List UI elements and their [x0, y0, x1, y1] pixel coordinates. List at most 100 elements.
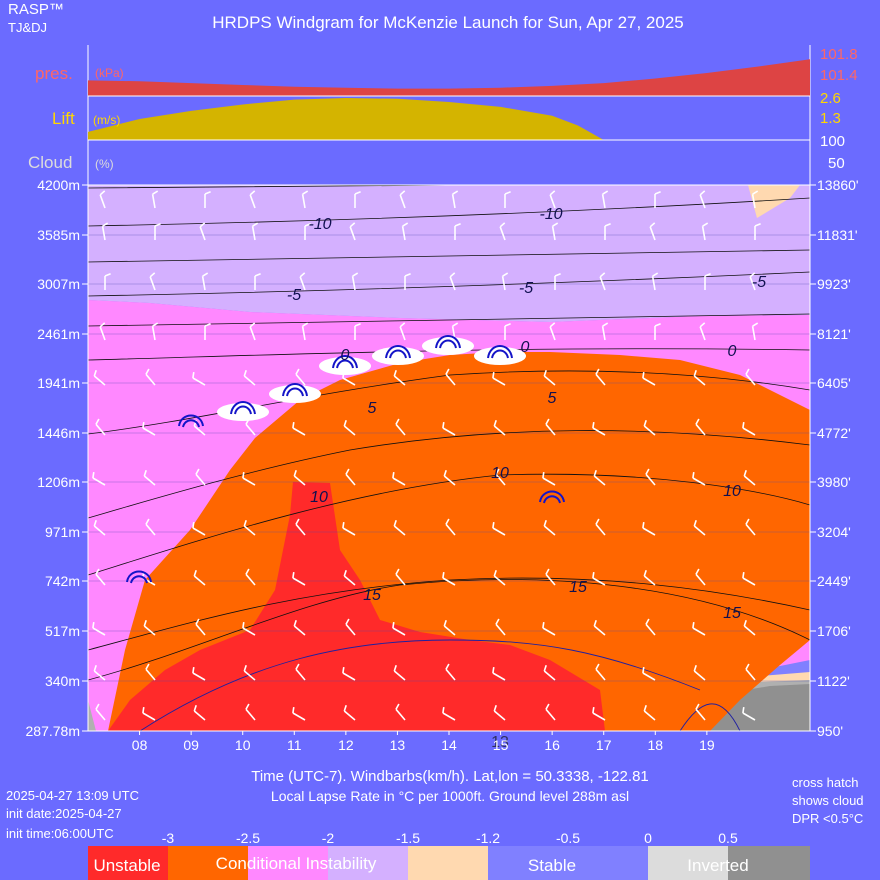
cumulus-symbol	[178, 414, 204, 427]
legend-block	[248, 846, 328, 880]
wind-barb-feather	[154, 223, 161, 227]
x-axis-label: 13	[390, 737, 406, 753]
wind-barb	[701, 226, 706, 241]
wind-barb-feather	[193, 570, 197, 577]
wind-barb-feather	[295, 518, 300, 525]
wind-barb-feather	[195, 468, 200, 475]
wind-barb	[742, 712, 756, 721]
isotherm-label: 10	[310, 489, 328, 506]
wind-barb-feather	[399, 322, 406, 328]
wind-barb	[393, 670, 406, 681]
x-axis-label: 09	[183, 737, 199, 753]
wind-barb	[101, 226, 106, 241]
wind-barb-feather	[95, 568, 100, 575]
left-axis-label: 1206m	[37, 474, 80, 490]
lift-label: Lift	[52, 109, 75, 128]
wind-barb	[595, 523, 606, 536]
wind-barb-feather	[395, 568, 400, 575]
x-axis-label: 17	[596, 737, 612, 753]
wind-barb	[742, 427, 756, 436]
wind-barb	[645, 623, 656, 636]
wind-barb	[595, 373, 606, 386]
wind-barb	[92, 627, 106, 636]
isotherm-label: 15	[363, 587, 381, 604]
cumulus-symbol	[336, 359, 354, 369]
subtitle: Local Lapse Rate in °C per 1000ft. Groun…	[271, 788, 629, 804]
cumulus-symbol	[286, 387, 304, 397]
pressure-label: pres.	[35, 64, 73, 83]
wind-barb	[492, 377, 506, 386]
wind-barb	[201, 276, 206, 291]
wind-barb	[292, 427, 306, 436]
x-axis-label: 19	[699, 737, 715, 753]
wind-barb-feather	[392, 621, 395, 629]
wind-barb-feather	[202, 272, 209, 277]
cumulus-symbol	[130, 575, 148, 584]
wind-barb	[93, 525, 106, 536]
wind-barb-feather	[402, 222, 409, 227]
wind-barb	[343, 710, 356, 721]
legend-value: -1.5	[396, 830, 420, 846]
wind-barb-feather	[699, 190, 706, 196]
wind-barb	[395, 708, 406, 721]
legend-value: -2.5	[236, 830, 260, 846]
x-axis-label: 18	[647, 737, 663, 753]
note-line-2: shows cloud	[792, 793, 864, 808]
legend-value: -2	[322, 830, 335, 846]
dark-contour-line	[139, 639, 701, 731]
wind-barb-feather	[142, 706, 145, 714]
wind-barb	[193, 710, 206, 721]
legend-block	[408, 846, 488, 880]
legend-value: 0.5	[718, 830, 738, 846]
wind-barb-feather	[745, 663, 750, 670]
wind-barb-feather	[592, 421, 595, 429]
left-axis-label: 3007m	[37, 276, 80, 292]
wind-barb	[543, 525, 556, 536]
wind-barb	[645, 473, 656, 486]
wind-barb-feather	[304, 223, 311, 227]
left-axis-label: 3585m	[37, 227, 80, 243]
wind-barb-feather	[545, 703, 550, 710]
wind-barb-feather	[452, 190, 459, 195]
wind-barb-feather	[742, 706, 745, 714]
wind-barb-feather	[249, 322, 256, 328]
wind-barb	[343, 575, 356, 586]
wind-barb-feather	[343, 570, 347, 577]
wind-barb	[351, 276, 356, 291]
wind-barb	[149, 276, 156, 291]
wind-barb	[345, 473, 356, 486]
note-line-3: DPR <0.5°C	[792, 811, 863, 826]
wind-barb-feather	[443, 620, 447, 627]
wind-barb	[543, 670, 556, 681]
wind-barb	[492, 672, 506, 681]
cumulus-symbol	[491, 349, 509, 359]
cloud-label: Cloud	[28, 153, 72, 172]
wind-barb	[542, 477, 556, 486]
left-axis-label: 1941m	[37, 375, 80, 391]
wind-barb	[295, 523, 306, 536]
left-axis-label: 2461m	[37, 326, 80, 342]
wind-barb-feather	[499, 222, 506, 228]
plot-area	[88, 185, 810, 731]
wind-barb-feather	[192, 371, 195, 379]
isotherm-label: -10	[539, 206, 562, 223]
wind-barb-feather	[99, 322, 106, 328]
right-axis-label: 11831'	[817, 227, 858, 243]
wind-barb-feather	[242, 471, 245, 479]
wind-barb-feather	[149, 272, 156, 278]
wind-barb-feather	[395, 703, 400, 710]
wind-barb-feather	[195, 618, 200, 625]
wind-barb	[445, 523, 456, 536]
wind-barb	[742, 577, 756, 586]
wind-barb	[593, 625, 606, 636]
wind-barb	[151, 194, 156, 209]
wind-barb-feather	[504, 191, 511, 195]
wind-barb-feather	[343, 705, 347, 712]
wind-barb-feather	[743, 620, 747, 627]
wind-barb-feather	[549, 190, 556, 196]
wind-barb-feather	[92, 471, 95, 479]
isotherm-label: 10	[491, 465, 509, 482]
legend-block	[648, 846, 728, 880]
legend-label-inverted: Inverted	[687, 856, 748, 875]
wind-barb-feather	[602, 190, 609, 195]
